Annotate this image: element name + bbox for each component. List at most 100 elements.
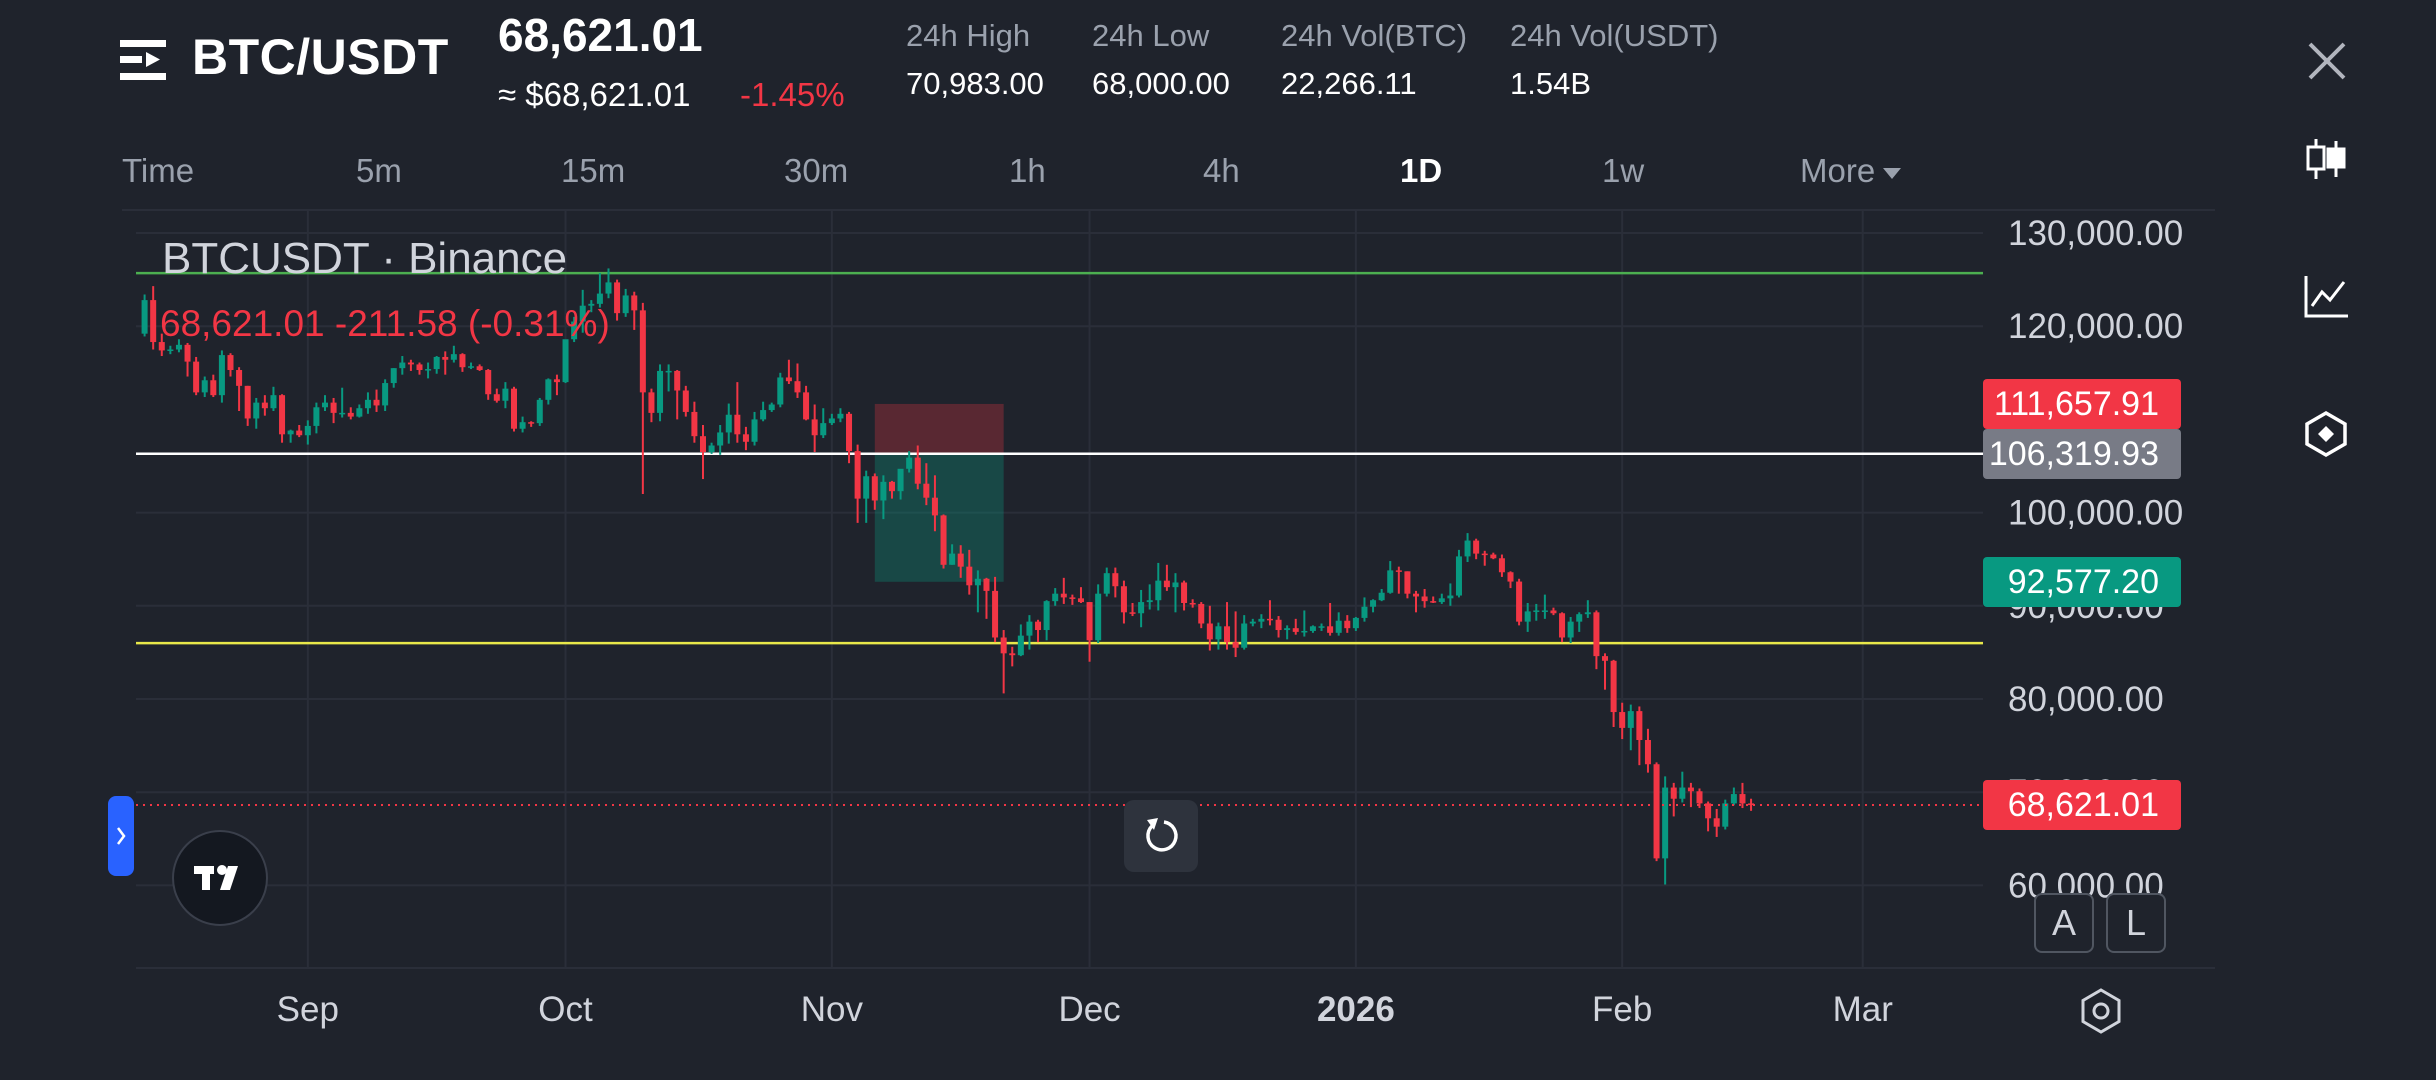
candle-body <box>459 354 466 368</box>
candle-body <box>1318 626 1325 628</box>
candle-body <box>1043 601 1050 631</box>
stat-value-vol-btc: 22,266.11 <box>1281 66 1417 101</box>
candle-body <box>1361 606 1368 618</box>
candle-body <box>992 590 999 638</box>
candle-body <box>296 430 303 436</box>
candle-body <box>1129 612 1136 614</box>
candle-body <box>837 413 844 419</box>
candle-body <box>1352 617 1359 629</box>
candle-body <box>854 451 861 499</box>
candle-body <box>1172 582 1179 588</box>
tab-30m[interactable]: 30m <box>784 152 849 189</box>
candle-body <box>1395 570 1402 572</box>
candle-body <box>1387 570 1394 593</box>
candle-body <box>760 410 767 420</box>
candle-body <box>1224 626 1231 643</box>
candle-body <box>931 497 938 516</box>
side-panel-handle[interactable] <box>108 796 134 876</box>
tab-1h[interactable]: 1h <box>1009 152 1046 189</box>
candle-body <box>390 368 397 384</box>
close-icon[interactable] <box>2302 36 2352 86</box>
candle-body <box>983 578 990 591</box>
candle-body <box>510 388 517 429</box>
candle-body <box>1610 660 1617 713</box>
candle-body <box>906 457 913 469</box>
candle-body <box>1060 593 1067 598</box>
indicator-chart-icon[interactable] <box>2302 272 2350 320</box>
candle-body <box>1155 580 1162 601</box>
auto-scale-button[interactable]: A <box>2034 893 2094 953</box>
candle-body <box>579 305 586 322</box>
candle-body <box>768 404 775 411</box>
candle-body <box>1266 618 1273 621</box>
candle-body <box>1112 573 1119 587</box>
candle-body <box>253 402 260 419</box>
candle-body <box>485 370 492 395</box>
candle-body <box>742 434 749 442</box>
candle-body <box>279 395 286 435</box>
candle-body <box>1086 602 1093 641</box>
candle-body <box>785 377 792 382</box>
candle-body <box>364 399 371 409</box>
candle-body <box>1705 803 1712 819</box>
candle-body <box>888 481 895 492</box>
candle-body <box>863 476 870 499</box>
price-tag-target: 92,577.20 <box>1983 556 2181 607</box>
candle-body <box>1069 597 1076 599</box>
tab-time[interactable]: Time <box>122 152 195 189</box>
candle-body <box>699 436 706 453</box>
candle-body <box>261 402 268 409</box>
tab-5m[interactable]: 5m <box>356 152 402 189</box>
chart-legend-values: 68,621.01 -211.58 (-0.31%) <box>160 303 610 344</box>
menu-icon[interactable] <box>118 36 168 84</box>
candle-body <box>433 356 440 370</box>
candle-body <box>949 553 956 565</box>
candle-body <box>1421 596 1428 602</box>
candle-body <box>871 476 878 501</box>
candle-body <box>1550 610 1557 614</box>
chart-legend-title: BTCUSDT · Binance <box>162 234 568 283</box>
candle-body <box>605 282 612 294</box>
candle-body <box>1163 580 1170 588</box>
candle-body <box>1498 558 1505 573</box>
drawing-tool-icon[interactable] <box>2302 410 2350 458</box>
candle-body <box>287 430 294 435</box>
x-tick-label: Nov <box>801 990 864 1029</box>
candle-body <box>966 566 973 586</box>
last-price: 68,621.01 <box>498 9 703 61</box>
candle-body <box>665 370 672 373</box>
tab-1d[interactable]: 1D <box>1400 152 1443 189</box>
candle-body <box>1327 626 1334 633</box>
candle-body <box>493 394 500 401</box>
candle-body <box>1095 593 1102 641</box>
tab-4h[interactable]: 4h <box>1203 152 1240 189</box>
tab-1w[interactable]: 1w <box>1602 152 1645 189</box>
candle-body <box>648 392 655 413</box>
x-tick-label: Mar <box>1833 990 1894 1029</box>
reset-chart-button[interactable] <box>1124 800 1198 872</box>
candle-body <box>1627 711 1634 728</box>
candle-body <box>717 432 724 446</box>
candle-body <box>218 355 225 396</box>
stat-label-low: 24h Low <box>1092 18 1210 53</box>
candle-body <box>313 407 320 426</box>
candle-body <box>519 422 526 429</box>
candle-body <box>1009 653 1016 656</box>
candle-body <box>244 385 251 419</box>
candle-body <box>588 303 595 306</box>
tab-more[interactable]: More <box>1800 152 1902 190</box>
candle-body <box>1370 600 1377 607</box>
pair-title[interactable]: BTC/USDT <box>192 29 449 85</box>
candle-body <box>236 370 243 386</box>
candlestick-icon[interactable] <box>2302 135 2350 183</box>
settings-gear-icon[interactable] <box>2076 986 2126 1036</box>
candle-body <box>596 293 603 304</box>
candle-body <box>1481 553 1488 556</box>
candle-body <box>1404 571 1411 594</box>
candle-body <box>1473 540 1480 554</box>
candle-body <box>553 379 560 383</box>
log-scale-button[interactable]: L <box>2106 893 2166 953</box>
tab-15m[interactable]: 15m <box>561 152 626 189</box>
price-tag-entry: 106,319.93 <box>1983 428 2181 479</box>
